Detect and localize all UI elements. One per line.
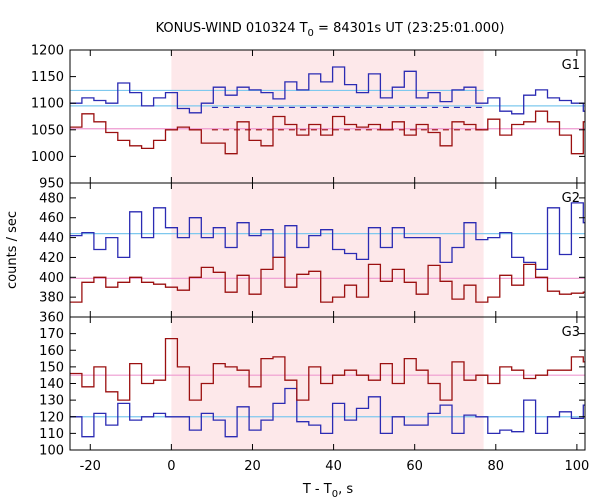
y-tick-label: 360 [39,311,64,326]
y-tick-label: 1050 [31,123,64,138]
y-tick-label: 170 [39,327,64,342]
y-tick-label: 1100 [31,97,64,112]
y-tick-label: 160 [39,344,64,359]
y-tick-label: 440 [39,231,64,246]
y-tick-label: 480 [39,191,64,206]
y-tick-label: 400 [39,271,64,286]
y-tick-label: 130 [39,394,64,409]
panel-g2-plot [70,202,585,303]
x-tick-label: 20 [244,459,261,474]
panel-g1-plot [70,66,585,155]
y-tick-label: 420 [39,251,64,266]
shaded-interval [171,50,484,450]
y-tick-label: 140 [39,377,64,392]
series-layer [70,66,585,438]
y-tick-label: 460 [39,211,64,226]
chart-title: KONUS-WIND 010324 T0 = 84301s UT (23:25:… [156,21,505,39]
x-tick-label: 0 [167,459,175,474]
series-red-g1 [70,110,585,155]
series-red-g3 [70,337,585,401]
series-blue-g2 [70,202,585,271]
panel-label-g3: G3 [562,325,580,340]
panel-label-g1: G1 [562,58,580,73]
series-blue-g1 [70,66,585,115]
shade-layer [171,50,484,450]
series-red-g2 [70,256,585,303]
x-tick-label: 100 [564,459,589,474]
y-axis-label: counts / sec [5,211,20,289]
y-tick-label: 1000 [31,150,64,165]
x-axis-label: T - T0, s [302,482,353,500]
x-tick-label: 60 [406,459,423,474]
series-blue-g3 [70,387,585,438]
y-tick-label: 100 [39,444,64,459]
x-tick-label: -20 [80,459,101,474]
x-tick-label: 40 [325,459,342,474]
y-tick-label: 1200 [31,44,64,59]
panel-label-g2: G2 [562,191,580,206]
y-tick-label: 950 [39,177,64,192]
y-tick-label: 380 [39,291,64,306]
x-tick-label: 80 [488,459,505,474]
y-tick-label: 120 [39,410,64,425]
y-tick-label: 110 [39,427,64,442]
y-tick-label: 1150 [31,70,64,85]
label-layer: 95010001050110011501200G1360380400420440… [5,21,589,500]
axes-layer [69,49,586,451]
y-tick-label: 150 [39,360,64,375]
panel-g3-plot [70,337,585,438]
